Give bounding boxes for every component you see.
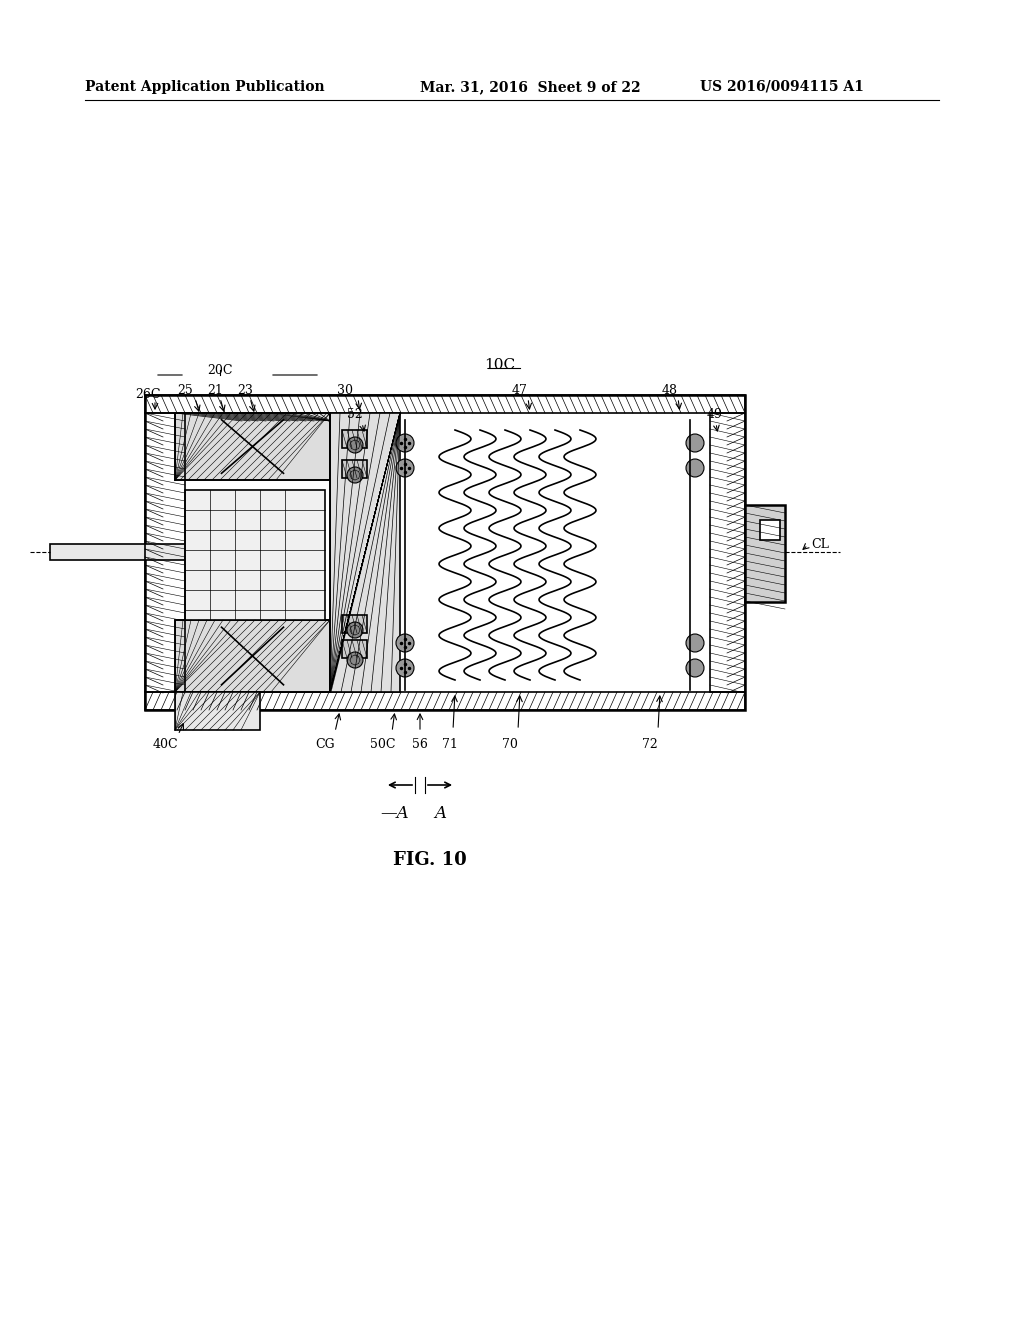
- Bar: [342, 430, 367, 447]
- Text: 50C: 50C: [371, 738, 395, 751]
- Circle shape: [686, 459, 705, 477]
- Text: 47: 47: [512, 384, 528, 396]
- Circle shape: [347, 652, 362, 668]
- Circle shape: [396, 459, 414, 477]
- Bar: [342, 615, 367, 634]
- Text: 71: 71: [442, 738, 458, 751]
- Text: 56: 56: [412, 738, 428, 751]
- Text: CG: CG: [315, 738, 335, 751]
- Circle shape: [347, 437, 362, 453]
- Bar: [175, 620, 330, 692]
- Circle shape: [396, 634, 414, 652]
- Text: 23: 23: [238, 384, 253, 396]
- Bar: [145, 395, 745, 413]
- Bar: [175, 413, 330, 480]
- Bar: [175, 692, 260, 730]
- Text: 20C: 20C: [207, 363, 232, 376]
- Bar: [342, 459, 367, 478]
- Bar: [145, 692, 745, 710]
- Text: CL: CL: [811, 539, 829, 552]
- Text: 25: 25: [177, 384, 193, 396]
- Text: 30: 30: [337, 384, 353, 396]
- Text: 52: 52: [347, 408, 362, 421]
- Text: 21: 21: [207, 384, 223, 396]
- Bar: [175, 413, 330, 480]
- Bar: [745, 506, 785, 602]
- Text: A: A: [434, 804, 446, 821]
- Bar: [710, 413, 745, 692]
- Bar: [760, 520, 780, 540]
- Bar: [330, 413, 400, 692]
- Text: 72: 72: [642, 738, 657, 751]
- Text: Patent Application Publication: Patent Application Publication: [85, 81, 325, 94]
- Circle shape: [347, 467, 362, 483]
- Bar: [145, 413, 185, 692]
- Text: 48: 48: [662, 384, 678, 396]
- Circle shape: [347, 622, 362, 638]
- Text: Mar. 31, 2016  Sheet 9 of 22: Mar. 31, 2016 Sheet 9 of 22: [420, 81, 641, 94]
- Text: 10C: 10C: [484, 358, 515, 372]
- Circle shape: [396, 434, 414, 451]
- Text: 40C: 40C: [153, 738, 178, 751]
- Bar: [342, 640, 367, 657]
- Text: 70: 70: [502, 738, 518, 751]
- Text: 49: 49: [707, 408, 723, 421]
- Bar: [50, 544, 270, 560]
- Circle shape: [686, 434, 705, 451]
- Bar: [185, 490, 325, 620]
- Circle shape: [686, 659, 705, 677]
- Bar: [175, 620, 330, 692]
- Circle shape: [396, 659, 414, 677]
- Text: FIG. 10: FIG. 10: [393, 851, 467, 869]
- Circle shape: [686, 634, 705, 652]
- Text: US 2016/0094115 A1: US 2016/0094115 A1: [700, 81, 864, 94]
- Text: 26C: 26C: [135, 388, 161, 401]
- Text: —A: —A: [381, 804, 410, 821]
